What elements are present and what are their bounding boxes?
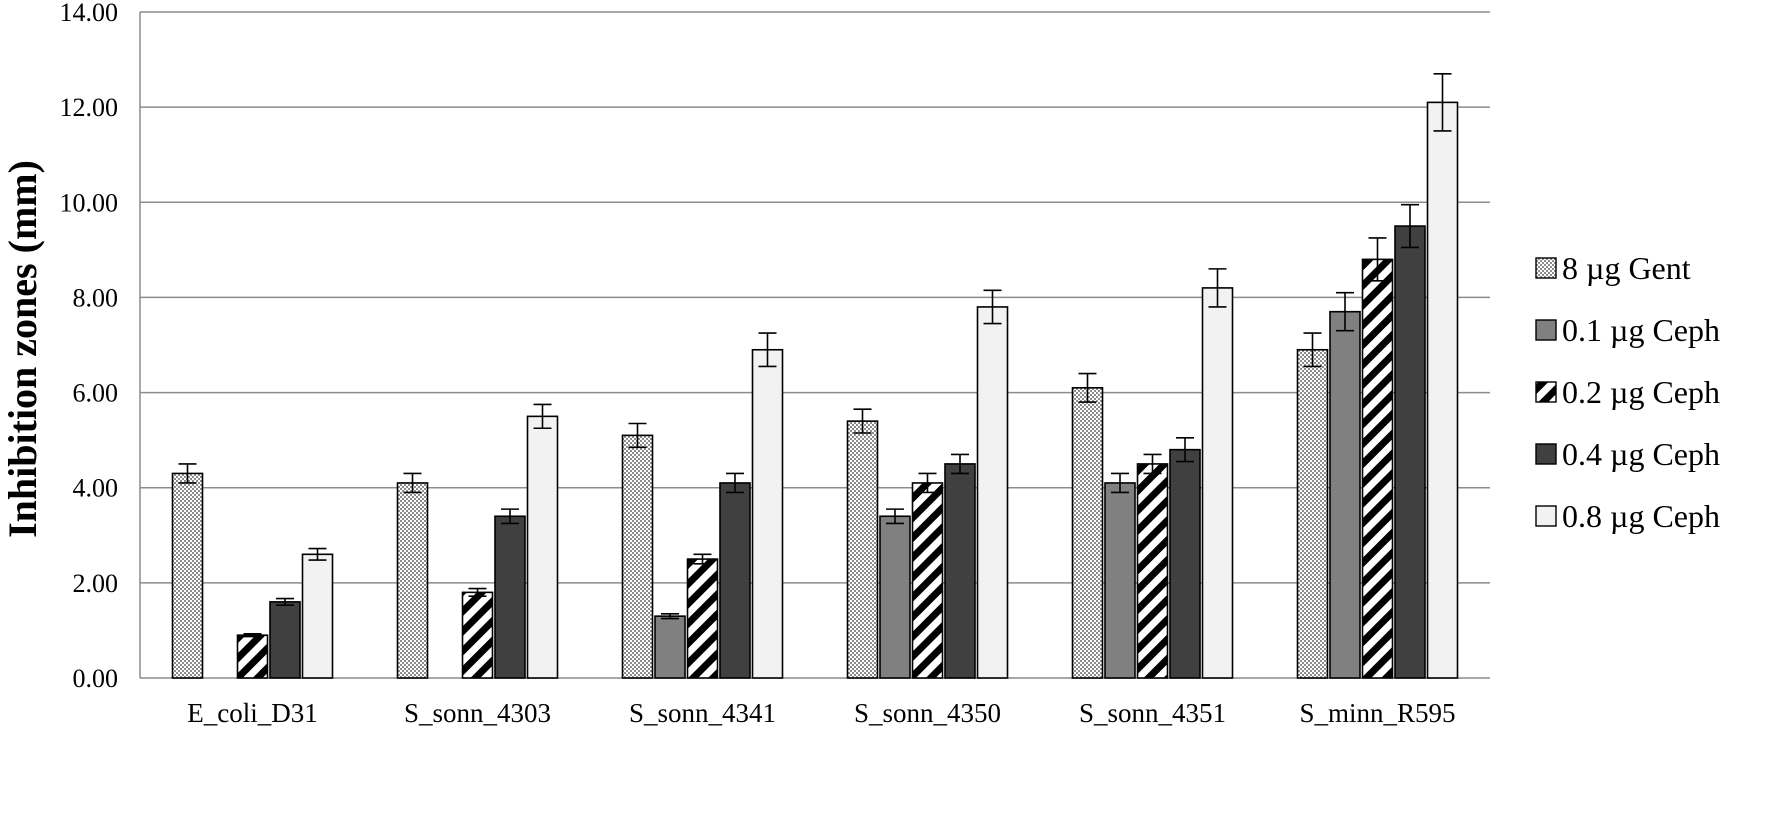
legend-swatch — [1535, 443, 1557, 465]
legend: 8 µg Gent 0.1 µg Ceph 0.2 µg Ceph 0.4 µg Ce… — [1535, 250, 1720, 534]
bar — [236, 634, 269, 679]
error-bar — [1368, 237, 1387, 282]
legend-label: 0.1 µg Ceph — [1562, 312, 1720, 348]
legend-swatch — [1535, 381, 1557, 403]
bar — [621, 434, 654, 679]
error-bar — [1303, 332, 1322, 368]
error-bar — [628, 422, 647, 449]
error-bar — [1208, 268, 1227, 308]
bar — [846, 420, 879, 679]
y-tick-label: 8.00 — [73, 283, 119, 312]
legend-item: 8 µg Gent — [1535, 250, 1691, 286]
error-bar — [1401, 203, 1419, 249]
y-tick-label: 0.00 — [73, 664, 119, 693]
y-tick-label: 10.00 — [60, 188, 119, 217]
error-bar — [693, 553, 712, 565]
legend-label: 0.4 µg Ceph — [1562, 436, 1720, 472]
bar — [719, 482, 751, 679]
gridlines: 0.00 2.00 4.00 6.00 8.00 10.00 12.00 14.00 E_col… — [60, 0, 1490, 728]
bar — [879, 515, 911, 679]
bar — [911, 482, 944, 679]
y-tick-label: 6.00 — [73, 379, 119, 408]
error-bar — [758, 332, 777, 368]
error-bar — [1336, 291, 1354, 332]
error-bar — [886, 508, 904, 525]
x-tick-label: E_coli_D31 — [187, 698, 317, 728]
legend-item: 0.8 µg Ceph — [1535, 498, 1720, 534]
bar — [1394, 225, 1426, 679]
bar — [686, 558, 719, 679]
x-tick-label: S_sonn_4350 — [854, 698, 1001, 728]
bar — [976, 306, 1009, 679]
error-bar — [178, 463, 197, 484]
bar — [1426, 101, 1459, 679]
legend-label: 0.2 µg Ceph — [1562, 374, 1720, 410]
error-bars — [178, 73, 1452, 638]
error-bar — [403, 472, 422, 494]
bar — [1296, 348, 1329, 679]
error-bar — [983, 289, 1002, 325]
legend-item: 0.2 µg Ceph — [1535, 374, 1720, 410]
y-tick-label: 14.00 — [60, 0, 119, 27]
bar — [654, 615, 686, 679]
bar — [269, 601, 301, 679]
bar — [301, 553, 334, 679]
error-bar — [951, 453, 969, 475]
error-bar — [533, 403, 552, 430]
error-bar — [1078, 372, 1097, 403]
bar — [526, 415, 559, 679]
error-bar — [501, 508, 519, 525]
error-bar — [1176, 436, 1194, 463]
y-tick-label: 2.00 — [73, 569, 119, 598]
bar — [171, 472, 204, 679]
bars — [171, 101, 1459, 679]
legend-label: 8 µg Gent — [1562, 250, 1691, 286]
error-bar — [918, 472, 937, 494]
bar — [396, 482, 429, 679]
legend-swatch — [1535, 505, 1557, 527]
error-bar — [726, 472, 744, 494]
error-bar — [468, 587, 487, 597]
x-tick-label: S_sonn_4341 — [629, 698, 776, 728]
x-tick-label: S_sonn_4351 — [1079, 698, 1226, 728]
bar — [1201, 287, 1234, 679]
x-tick-label: S_minn_R595 — [1299, 698, 1455, 728]
bar — [944, 463, 976, 679]
error-bar — [1143, 453, 1162, 475]
error-bar — [308, 547, 327, 561]
bar — [461, 591, 494, 679]
error-bar — [661, 612, 679, 620]
bar — [1136, 463, 1169, 679]
y-tick-label: 12.00 — [60, 93, 119, 122]
axes — [139, 12, 1490, 679]
y-axis-title: Inhibition zones (mm) — [0, 160, 45, 538]
y-tick-label: 4.00 — [73, 474, 119, 503]
axis-labels: Inhibition zones (mm) — [0, 160, 45, 538]
bar — [1104, 482, 1136, 679]
legend-swatch — [1535, 257, 1557, 279]
legend-label: 0.8 µg Ceph — [1562, 498, 1720, 534]
error-bar — [853, 408, 872, 434]
error-bar — [243, 632, 262, 638]
error-bar — [1433, 73, 1452, 132]
error-bar — [276, 597, 294, 607]
error-bar — [1111, 472, 1129, 494]
legend-item: 0.1 µg Ceph — [1535, 312, 1720, 348]
bar — [751, 348, 784, 679]
bar — [1361, 258, 1394, 679]
bar — [1169, 448, 1201, 679]
bar — [1071, 387, 1104, 679]
x-tick-label: S_sonn_4303 — [404, 698, 551, 728]
legend-swatch — [1535, 319, 1557, 341]
legend-item: 0.4 µg Ceph — [1535, 436, 1720, 472]
bar — [494, 515, 526, 679]
bar — [1329, 310, 1361, 679]
